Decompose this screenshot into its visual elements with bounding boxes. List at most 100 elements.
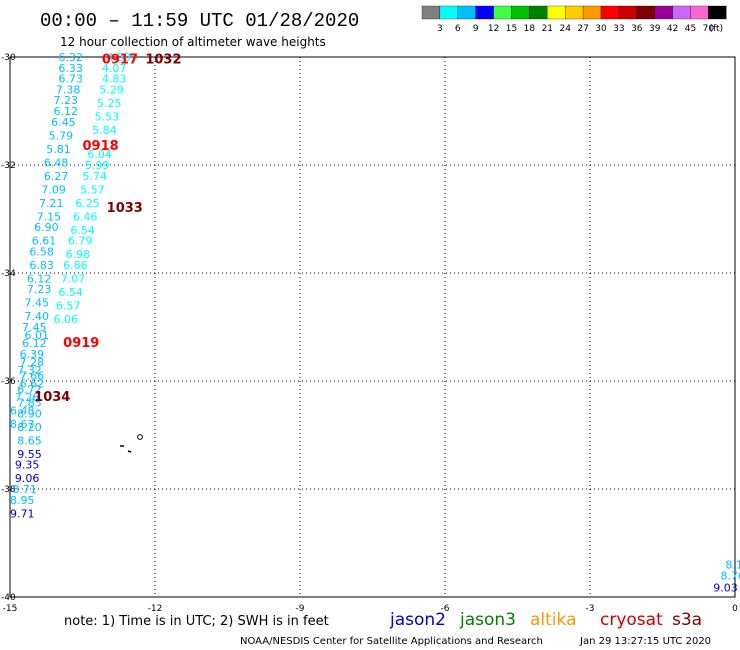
lon-label: -15: [3, 604, 18, 614]
swh-value: 6.86: [63, 259, 88, 272]
pass-time-label: 0919: [63, 336, 99, 351]
sat-label-cryosat: cryosat: [600, 610, 663, 630]
legend-swatch: [511, 5, 530, 20]
lat-label: -36: [1, 377, 16, 387]
swh-value: 8.90: [17, 407, 42, 420]
legend-swatch: [672, 5, 691, 20]
legend-swatch: [582, 5, 602, 20]
lat-label: -32: [1, 161, 16, 171]
pass-time-label: 1033: [107, 201, 143, 216]
swh-value: 6.12: [27, 272, 51, 285]
swh-value: 6.01: [25, 329, 50, 342]
swh-value: 6.54: [70, 224, 95, 237]
legend-swatch: [600, 5, 620, 20]
swh-value: 4.83: [102, 73, 127, 86]
legend-label: 39: [649, 24, 661, 34]
legend-swatch: [708, 5, 727, 20]
legend-label: 21: [542, 24, 553, 34]
swh-value: 5.84: [92, 124, 117, 137]
swh-value: 5.81: [46, 143, 71, 156]
swh-value: 7.28: [20, 356, 44, 369]
swh-value: 5.99: [85, 159, 110, 172]
swh-value: 6.33: [58, 62, 82, 75]
swh-value: 7.23: [27, 283, 51, 296]
legend-label: 6: [455, 24, 461, 34]
pass-time-label: 0917: [102, 53, 138, 68]
swh-value: 8.65: [17, 434, 42, 447]
swh-value: 7.66: [20, 370, 44, 383]
swh-value: 8.67: [10, 418, 35, 431]
swh-value: 4.59: [107, 51, 131, 64]
swh-value: 5.25: [97, 97, 122, 110]
legend-label: 33: [613, 24, 624, 34]
lat-label: -30: [1, 53, 16, 63]
swh-value: 7.09: [41, 183, 66, 196]
sat-label-jason3: jason3: [459, 610, 516, 630]
island-marks: [120, 434, 143, 453]
swh-value: 6.46: [73, 210, 98, 223]
swh-value: 8.76: [721, 569, 740, 582]
swh-value: 6.73: [58, 73, 82, 86]
satellite-legend: jason2 jason3 altika cryosat s3a: [389, 610, 702, 630]
swh-value: 7.32: [17, 364, 42, 377]
legend-swatch: [475, 5, 494, 20]
swh-value: 4.07: [102, 62, 127, 75]
legend-label: 45: [685, 24, 696, 34]
legend-swatch: [690, 5, 709, 20]
lat-label: -40: [1, 593, 16, 603]
lon-label: -9: [296, 604, 305, 614]
pass-time-label: 0918: [83, 139, 119, 154]
swh-value: 5.57: [80, 183, 105, 196]
swh-value: 9.55: [17, 448, 42, 461]
legend-label: 3: [437, 24, 443, 34]
swh-value: 5.29: [99, 83, 124, 96]
sat-label-jason2: jason2: [389, 610, 446, 630]
footer-timestamp: Jan 29 13:27:15 UTC 2020: [579, 636, 711, 647]
lat-label: -34: [1, 269, 16, 279]
pass-time-label: 1034: [34, 390, 70, 405]
swh-value: 6.12: [22, 337, 47, 350]
swh-value: 6.12: [54, 105, 79, 118]
swh-value: 9.03: [713, 581, 738, 594]
swh-value: 7.45: [22, 321, 47, 334]
swh-value: 8.10: [725, 559, 740, 572]
legend-swatch: [654, 5, 673, 20]
legend-swatch: [439, 5, 458, 20]
swh-value: 6.62: [20, 378, 44, 391]
legend-swatch: [547, 5, 566, 20]
legend-swatch: [565, 5, 584, 20]
swh-value: 7.21: [39, 197, 64, 210]
legend-label: 27: [577, 24, 588, 34]
legend-swatch: [493, 5, 512, 20]
swh-value: 8.20: [17, 421, 42, 434]
footer-note: note: 1) Time is in UTC; 2) SWH is in fe…: [64, 614, 329, 629]
swh-value: 5.74: [83, 170, 108, 183]
legend-label: 18: [524, 24, 536, 34]
axis-labels: -30-32-34-36-38-40-15 -12 -9 -6 -3 0: [1, 53, 738, 614]
legend-swatch: [457, 5, 476, 20]
swh-value: 7.45: [25, 297, 50, 310]
swh-value: 6.25: [75, 197, 100, 210]
swh-value: 6.48: [44, 156, 68, 169]
swh-value: 6.90: [34, 221, 59, 234]
island-circle: [137, 434, 143, 440]
swh-value: 6.48: [10, 405, 35, 418]
lon-label: -12: [148, 604, 163, 614]
legend-unit: (ft): [710, 24, 724, 34]
swh-value: 6.79: [68, 235, 93, 248]
swh-value: 6.39: [20, 348, 44, 361]
legend-label: 15: [506, 24, 517, 34]
swh-value: 6.83: [29, 259, 54, 272]
lon-label: 0: [732, 604, 738, 614]
swh-value: 5.79: [49, 129, 74, 142]
legend-swatch: [618, 5, 637, 20]
island-dash: [127, 450, 132, 453]
legend-swatch: [529, 5, 548, 20]
map-frame: [9, 56, 736, 598]
swh-value: 7.26: [15, 391, 40, 404]
swh-value: 5.53: [95, 110, 120, 123]
swh-value: 9.35: [15, 459, 40, 472]
color-legend: 3 6 9 12 15 18 21 24 27 30 33 36 39 42 45 70(ft): [421, 5, 727, 34]
swh-value: 6.06: [54, 313, 79, 326]
swh-value: 6.58: [29, 245, 54, 258]
